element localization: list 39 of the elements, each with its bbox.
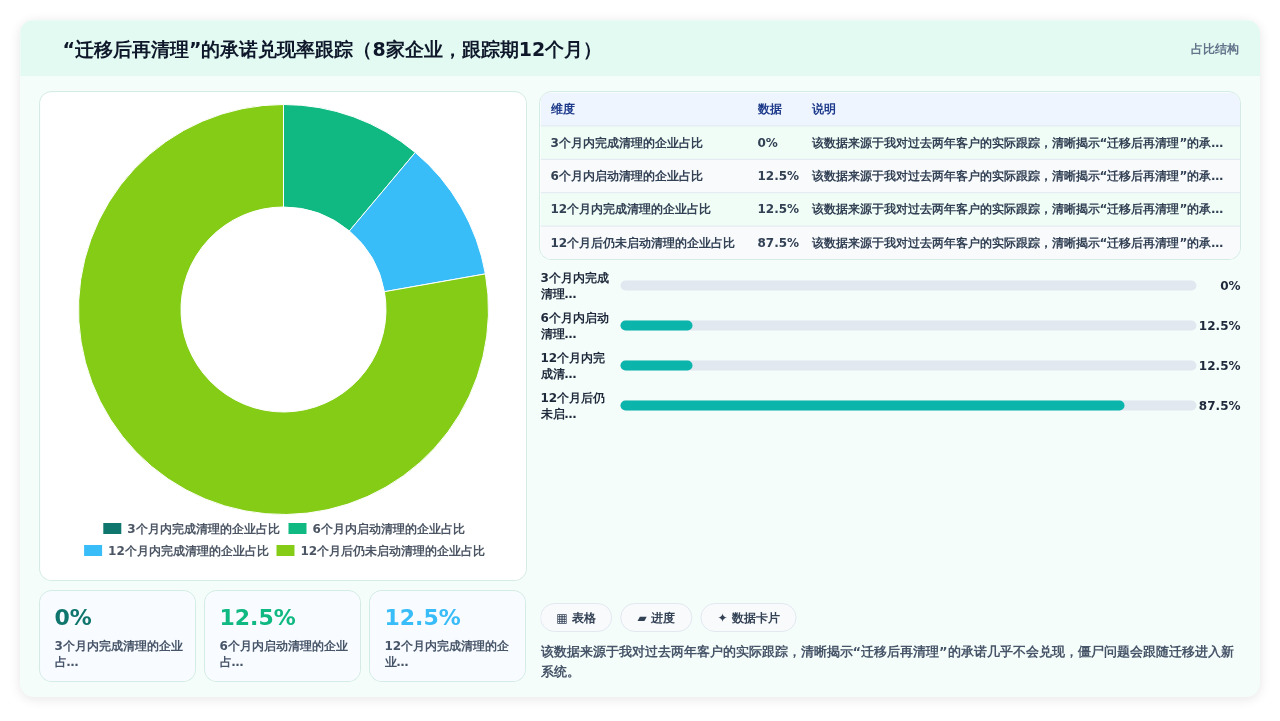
text: 12.5% [384,605,461,630]
text: 该数据来源于我对过去两年客户的实际跟踪，清晰揭示“迁移后再清理”的承… [810,135,1224,150]
text: 该数据来源于我对过去两年客户的实际跟踪，清晰揭示“迁移后再清理”的承诺几乎不会兑现，僵尸问题会跟随迁移进入新系统。 [539,644,1234,679]
text: 该数据来源于我对过去两年客户的实际跟踪，清晰揭示“迁移后再清理”的承… [810,169,1224,183]
category-label: 12个月内完成清理的企业… [383,638,511,669]
data-label: 12.5% [1198,358,1241,373]
text: 12.5% [757,202,800,217]
category-label: 3个月内完成清理的企业占… [54,638,183,669]
slice-label: 12个月后仍未启动清理的企业占比 [550,235,736,250]
text: 维度 [549,102,575,117]
legend-label: 12个月内完成清理的企业占比 [108,543,269,558]
category-label: ▦ 表格 [556,610,597,625]
text: 12.5% [219,605,296,630]
category-label: 6个月内启动清理的企业占比 [550,169,703,183]
text: “迁移后再清理”的承诺兑现率跟踪（8家企业，跟踪期12个月） [62,37,603,60]
text: 占比结构 [1190,41,1239,56]
text: 0% [54,605,92,630]
text: 12.5% [757,169,800,183]
category-label: 3个月内完成清理的企业占比 [550,135,703,150]
text: 数据 [756,102,782,117]
category-label: 12个月内完成清理的企业占比 [550,202,712,217]
text: 87.5% [757,235,800,250]
y-tick-label: 3个月内完成清理… [539,270,609,301]
y-tick-label: 12个月后仍未启… [539,390,606,421]
category-label: ▰ 进度 [637,610,675,625]
data-label: 0% [1220,278,1241,293]
legend-label: 12个月后仍未启动清理的企业占比 [300,543,486,558]
data-label: 12.5% [1198,318,1241,333]
text: 该数据来源于我对过去两年客户的实际跟踪，清晰揭示“迁移后再清理”的承… [810,235,1224,250]
category-label: 6个月内启动清理的企业占… [219,638,348,669]
category-label: ✦ 数据卡片 [717,610,780,625]
data-label: 87.5% [1198,398,1241,413]
y-tick-label: 6个月内启动清理… [539,310,609,341]
legend-label: 6个月内启动清理的企业占比 [312,521,465,536]
text: 该数据来源于我对过去两年客户的实际跟踪，清晰揭示“迁移后再清理”的承… [810,202,1224,217]
text: 0% [757,135,778,150]
legend-label: 3个月内完成清理的企业占比 [127,521,280,536]
text: 说明 [810,102,836,117]
y-tick-label: 12个月内完成清… [539,350,606,381]
